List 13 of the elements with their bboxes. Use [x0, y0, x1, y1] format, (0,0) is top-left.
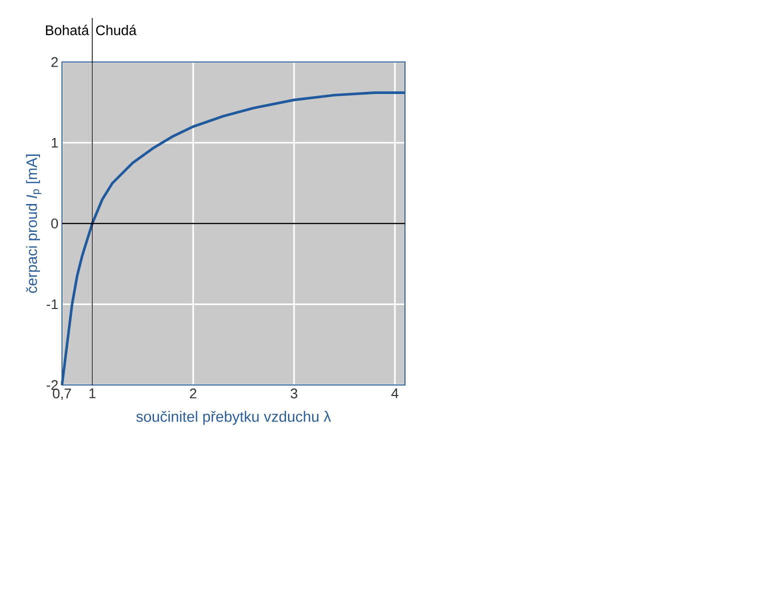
- text: Bohatá: [46, 24, 90, 36]
- text: Chudá: [96, 24, 137, 36]
- x-tick-label: 2: [190, 388, 196, 398]
- x-tick-label: 3: [290, 388, 298, 398]
- x-tick-label: 0,7: [52, 388, 71, 400]
- y-axis-title: čerpaci proud I$_{p}$ [mA]: [26, 154, 42, 293]
- y-tick-label: 2: [51, 57, 58, 67]
- x-tick-label: 1: [89, 388, 96, 398]
- y-tick-label: -1: [46, 299, 58, 310]
- y-tick-label: 0: [51, 218, 58, 228]
- x-axis-title: součinitel přebytku vzduchu λ: [136, 410, 331, 425]
- y-tick-label: 1: [52, 138, 58, 148]
- x-tick-label: 4: [391, 388, 398, 398]
